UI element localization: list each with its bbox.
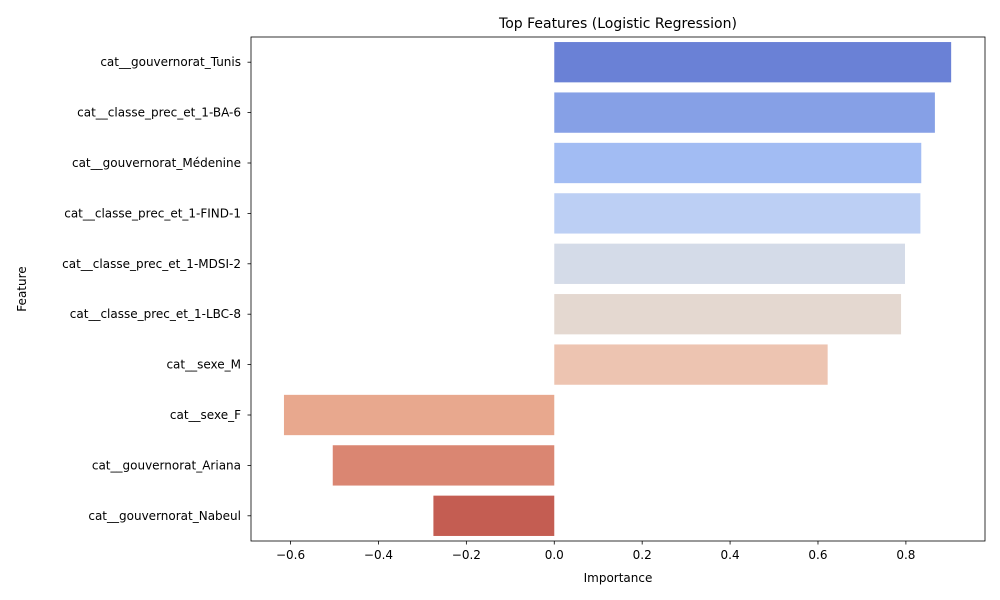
- bar-cat__gouvernorat_Ariana: [332, 445, 555, 486]
- bar-cat__classe_prec_et_1-LBC-8: [554, 294, 902, 335]
- y-tick-label: cat__gouvernorat_Nabeul: [88, 509, 241, 523]
- y-tick-label: cat__classe_prec_et_1-MDSI-2: [62, 257, 241, 271]
- y-tick-label: cat__sexe_F: [170, 408, 241, 422]
- y-tick-labels: cat__gouvernorat_Tunis cat__classe_prec_e…: [62, 55, 251, 523]
- y-tick-label: cat__classe_prec_et_1-LBC-8: [70, 307, 241, 321]
- y-tick-label: cat__gouvernorat_Médenine: [72, 156, 241, 170]
- bar-cat__gouvernorat_Tunis: [554, 42, 952, 83]
- y-tick-label: cat__gouvernorat_Tunis: [100, 55, 241, 69]
- chart-title: Top Features (Logistic Regression): [498, 16, 737, 32]
- bar-cat__classe_prec_et_1-MDSI-2: [554, 243, 906, 284]
- y-axis-label: Feature: [15, 266, 29, 311]
- x-tick-label: 0.2: [633, 548, 652, 562]
- x-axis-label: Importance: [584, 571, 653, 585]
- x-ticks: −0.6 −0.4 −0.2 0.0 0.2 0.4 0.6 0.8: [276, 541, 915, 562]
- y-tick-label: cat__classe_prec_et_1-BA-6: [77, 106, 241, 120]
- x-tick-label: 0.0: [545, 548, 564, 562]
- y-tick-label: cat__sexe_M: [166, 358, 241, 372]
- bars-group: [283, 42, 952, 536]
- x-tick-label: 0.8: [896, 548, 915, 562]
- plot-area-frame: [250, 36, 986, 542]
- bar-cat__classe_prec_et_1-BA-6: [554, 92, 935, 133]
- bar-cat__gouvernorat_Médenine: [554, 142, 922, 184]
- x-tick-label: −0.2: [452, 548, 481, 562]
- bar-cat__gouvernorat_Nabeul: [433, 495, 555, 536]
- bar-cat__sexe_F: [283, 394, 555, 436]
- bar-cat__classe_prec_et_1-FIND-1: [554, 193, 921, 234]
- x-tick-label: −0.6: [276, 548, 305, 562]
- x-tick-label: 0.4: [721, 548, 740, 562]
- x-tick-label: 0.6: [808, 548, 827, 562]
- y-tick-label: cat__classe_prec_et_1-FIND-1: [64, 206, 241, 220]
- bar-cat__sexe_M: [554, 344, 828, 385]
- y-tick-label: cat__gouvernorat_Ariana: [92, 458, 241, 472]
- x-tick-label: −0.4: [364, 548, 393, 562]
